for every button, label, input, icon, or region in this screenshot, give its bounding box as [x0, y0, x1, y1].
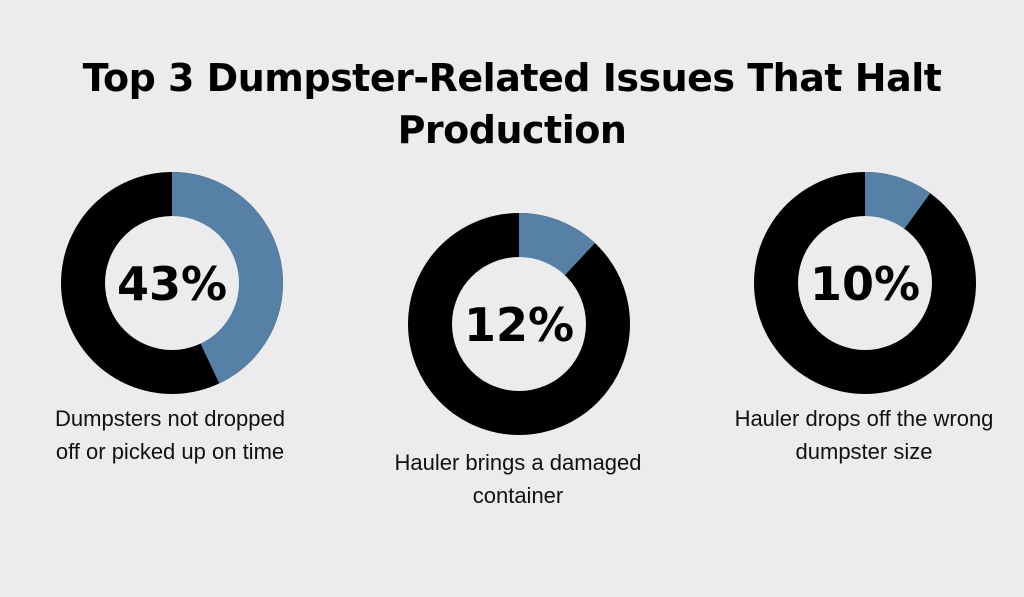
donut-chart-2: 12% [408, 213, 630, 435]
caption-3: Hauler drops off the wrong dumpster size [734, 406, 994, 464]
caption-1: Dumpsters not dropped off or picked up o… [55, 406, 285, 464]
donut-chart-3: 10% [754, 172, 976, 394]
percent-label: 10% [810, 257, 920, 311]
percent-label: 12% [464, 298, 574, 352]
donut-center [105, 216, 239, 350]
page-title: Top 3 Dumpster-Related Issues That Halt … [82, 56, 942, 152]
donut-center [798, 216, 932, 350]
caption-2: Hauler brings a damaged container [394, 450, 642, 508]
donut-center [452, 257, 586, 391]
donut-chart-1: 43% [61, 172, 284, 394]
percent-label: 43% [117, 257, 227, 311]
